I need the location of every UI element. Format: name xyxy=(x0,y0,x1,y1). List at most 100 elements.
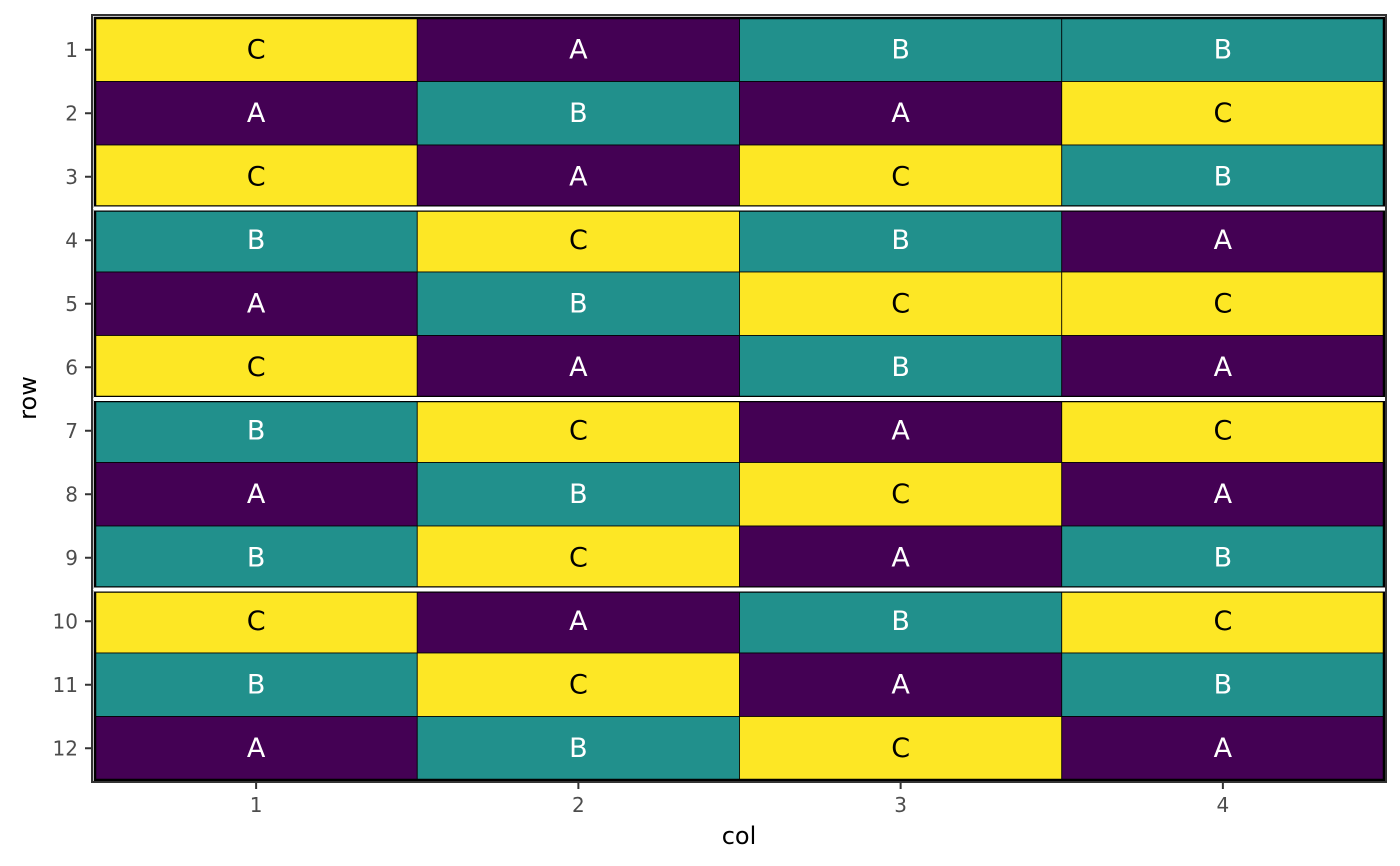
cell-label: A xyxy=(569,352,588,383)
heatmap-cell xyxy=(1061,81,1385,146)
y-tick-label: 10 xyxy=(53,609,78,633)
cell-label: B xyxy=(247,542,266,573)
cell-label: C xyxy=(247,34,266,65)
heatmap-cell xyxy=(739,398,1063,463)
cell-label: C xyxy=(891,161,910,192)
x-tick-label: 2 xyxy=(572,793,585,817)
cell-label: A xyxy=(1214,225,1233,256)
cell-label: C xyxy=(569,415,588,446)
cell-label: B xyxy=(247,225,266,256)
heatmap-cell xyxy=(94,144,418,209)
heatmap-cell xyxy=(739,144,1063,209)
cell-label: B xyxy=(569,98,588,129)
cell-label: B xyxy=(569,288,588,319)
block-separator xyxy=(94,206,1385,211)
cell-label: B xyxy=(891,34,910,65)
cell-label: B xyxy=(891,225,910,256)
heatmap-cell xyxy=(94,652,418,717)
heatmap-cell xyxy=(1061,144,1385,209)
y-tick-label: 6 xyxy=(65,355,78,379)
cell-label: C xyxy=(247,161,266,192)
cell-label: B xyxy=(1214,34,1233,65)
cell-label: B xyxy=(1214,542,1233,573)
y-tick-label: 9 xyxy=(65,546,78,570)
cell-label: C xyxy=(891,479,910,510)
cell-label: A xyxy=(247,288,266,319)
cell-label: C xyxy=(891,733,910,764)
heatmap-cell xyxy=(1061,271,1385,336)
heatmap-cell xyxy=(739,208,1063,273)
y-axis-title: row xyxy=(14,376,42,420)
heatmap-cell xyxy=(1061,208,1385,273)
cells-layer: C A B B A B A C C A C B B C B A A B C C C A B A B C A C A B C A B C A B C A B C… xyxy=(94,17,1385,781)
cell-label: C xyxy=(569,542,588,573)
heatmap-cell xyxy=(94,716,418,781)
heatmap-cell xyxy=(739,81,1063,146)
heatmap-cell xyxy=(94,525,418,590)
cell-label: B xyxy=(1214,669,1233,700)
y-tick-label: 7 xyxy=(65,419,78,443)
cell-label: C xyxy=(1213,98,1232,129)
block-separator xyxy=(94,397,1385,401)
cell-label: C xyxy=(1213,288,1232,319)
heatmap-cell xyxy=(416,716,740,781)
y-tick-label: 4 xyxy=(65,228,78,252)
y-tick-label: 2 xyxy=(65,101,78,125)
cell-label: B xyxy=(1214,161,1233,192)
heatmap-cell xyxy=(94,208,418,273)
heatmap-cell xyxy=(416,144,740,209)
cell-label: A xyxy=(891,415,910,446)
x-axis-title: col xyxy=(722,822,757,850)
x-tick-label: 1 xyxy=(250,793,263,817)
x-tick-label: 4 xyxy=(1217,793,1230,817)
cell-label: A xyxy=(247,479,266,510)
cell-label: A xyxy=(569,34,588,65)
heatmap-cell xyxy=(739,652,1063,717)
cell-label: B xyxy=(247,415,266,446)
heatmap-cell xyxy=(1061,716,1385,781)
cell-label: A xyxy=(1214,733,1233,764)
cell-label: C xyxy=(247,606,266,637)
heatmap-cell xyxy=(94,589,418,654)
y-tick-label: 8 xyxy=(65,482,78,506)
cell-label: B xyxy=(247,669,266,700)
cell-label: B xyxy=(569,479,588,510)
x-tick-label: 3 xyxy=(894,793,907,817)
y-tick-label: 12 xyxy=(53,736,78,760)
heatmap-cell xyxy=(739,589,1063,654)
cell-label: C xyxy=(1213,606,1232,637)
y-tick-label: 3 xyxy=(65,165,78,189)
heatmap-cell xyxy=(416,525,740,590)
cell-label: C xyxy=(891,288,910,319)
cell-label: C xyxy=(569,669,588,700)
cell-label: C xyxy=(1213,415,1232,446)
cell-label: A xyxy=(247,733,266,764)
block-separator xyxy=(94,587,1385,592)
heatmap-cell xyxy=(416,271,740,336)
cell-label: A xyxy=(891,98,910,129)
cell-label: A xyxy=(247,98,266,129)
cell-label: A xyxy=(891,542,910,573)
heatmap-cell xyxy=(94,398,418,463)
y-tick-label: 1 xyxy=(65,38,78,62)
heatmap-cell xyxy=(416,462,740,527)
heatmap-cell xyxy=(1061,589,1385,654)
y-tick-label: 5 xyxy=(65,292,78,316)
heatmap-cell xyxy=(94,17,418,82)
cell-label: B xyxy=(891,352,910,383)
heatmap-cell xyxy=(1061,525,1385,590)
heatmap-cell xyxy=(416,81,740,146)
heatmap-cell xyxy=(1061,462,1385,527)
cell-label: A xyxy=(891,669,910,700)
heatmap-cell xyxy=(739,271,1063,336)
heatmap-cell xyxy=(739,525,1063,590)
cell-label: C xyxy=(247,352,266,383)
panel-border xyxy=(91,14,1387,783)
heatmap-cell xyxy=(1061,335,1385,400)
cell-label: A xyxy=(1214,479,1233,510)
heatmap-cell xyxy=(416,589,740,654)
heatmap-cell xyxy=(416,398,740,463)
heatmap-cell xyxy=(739,17,1063,82)
heatmap-cell xyxy=(94,335,418,400)
